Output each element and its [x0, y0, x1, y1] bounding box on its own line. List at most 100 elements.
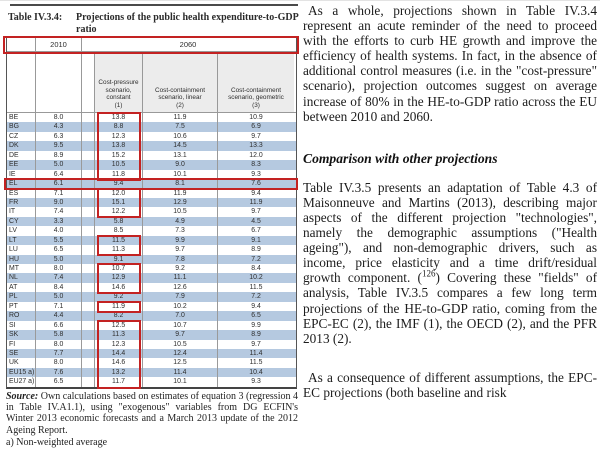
- table-row: EU15 a) 7.6 13.2 11.4 10.4: [7, 367, 296, 378]
- gap-cell: [81, 330, 94, 340]
- gap-cell: [81, 141, 94, 151]
- country-cell: EU27 a): [9, 378, 35, 386]
- gap-cell: [81, 226, 94, 236]
- table-row: NL 7.4 12.9 11.1 10.2: [7, 273, 296, 283]
- cell-2010: 4.3: [35, 122, 81, 132]
- cell-cost-pressure: 12.3: [94, 131, 142, 142]
- col-header-containment-geometric: Cost-containment scenario, geometric (3): [217, 52, 294, 112]
- source-label: Source:: [6, 391, 39, 402]
- gap-cell: [81, 207, 94, 217]
- table-row: PT 7.1 11.9 10.2 9.4: [7, 301, 296, 312]
- cell-containment-geometric: 11.9: [217, 197, 294, 208]
- gap-cell: [81, 169, 94, 180]
- gap-cell: [81, 273, 94, 283]
- table-row: PL 5.0 9.2 7.9 7.2: [7, 292, 296, 302]
- country-cell: NL: [9, 274, 18, 282]
- cell-containment-linear: 10.5: [142, 207, 217, 217]
- cell-containment-linear: 12.4: [142, 348, 217, 359]
- empty-2010-header: [35, 52, 81, 112]
- cell-containment-linear: 10.1: [142, 377, 217, 387]
- cell-2010: 6.5: [35, 377, 81, 387]
- cell-containment-geometric: 10.4: [217, 367, 294, 378]
- country-cell: FR: [9, 198, 19, 206]
- paragraph-3: As a consequence of different assumption…: [303, 369, 597, 400]
- gap-cell: [81, 358, 94, 368]
- cell-containment-geometric: 8.9: [217, 245, 294, 255]
- cell-containment-geometric: 4.5: [217, 216, 294, 227]
- cell-cost-pressure: 11.3: [94, 330, 142, 340]
- cell-containment-geometric: 9.4: [217, 301, 294, 312]
- cell-cost-pressure: 15.2: [94, 150, 142, 161]
- cell-containment-geometric: 13.3: [217, 141, 294, 151]
- table-row: LT 5.5 11.5 9.9 9.1: [7, 235, 296, 246]
- cell-2010: 5.8: [35, 330, 81, 340]
- country-cell: LT: [9, 236, 17, 244]
- table-row: ES 7.1 12.0 11.9 9.4: [7, 188, 296, 198]
- cell-2010: 9.5: [35, 141, 81, 151]
- projections-table: 2010 2060 Cost-pressure scenario, consta…: [3, 36, 299, 389]
- table-row: RO 4.4 8.2 7.0 6.5: [7, 311, 296, 321]
- gap-cell: [81, 160, 94, 170]
- country-cell: BG: [9, 123, 19, 131]
- cell-cost-pressure: 9.1: [94, 254, 142, 264]
- gap-cell: [81, 131, 94, 142]
- cell-containment-linear: 9.9: [142, 235, 217, 246]
- cell-cost-pressure: 13.2: [94, 367, 142, 378]
- cell-containment-geometric: 6.7: [217, 226, 294, 236]
- table-row: DK 9.5 13.8 14.5 13.3: [7, 141, 296, 151]
- cell-containment-linear: 11.4: [142, 367, 217, 378]
- cell-cost-pressure: 12.5: [94, 320, 142, 331]
- cell-containment-linear: 7.9: [142, 292, 217, 302]
- cell-cost-pressure: 14.4: [94, 348, 142, 359]
- cell-cost-pressure: 11.9: [94, 301, 142, 312]
- cell-containment-linear: 11.1: [142, 273, 217, 283]
- year-header-row: 2010 2060: [7, 38, 296, 51]
- gap-cell: [81, 311, 94, 321]
- gap-cell: [81, 122, 94, 132]
- gap-cell: [81, 197, 94, 208]
- cell-cost-pressure: 8.5: [94, 226, 142, 236]
- cell-cost-pressure: 12.0: [94, 188, 142, 198]
- gap-cell: [81, 292, 94, 302]
- cell-cost-pressure: 12.3: [94, 339, 142, 349]
- country-cell: IT: [9, 208, 16, 216]
- cell-2010: 9.0: [35, 197, 81, 208]
- cell-containment-linear: 9.0: [142, 160, 217, 170]
- table-label: Table IV.3.4:: [8, 12, 63, 23]
- cell-containment-geometric: 7.2: [217, 254, 294, 264]
- year-2060-header: 2060: [81, 38, 294, 51]
- cell-2010: 7.1: [35, 301, 81, 312]
- cell-containment-linear: 7.3: [142, 226, 217, 236]
- cell-cost-pressure: 9.4: [94, 179, 142, 189]
- cell-2010: 8.0: [35, 113, 81, 123]
- cell-containment-geometric: 9.1: [217, 235, 294, 246]
- cell-containment-geometric: 9.7: [217, 339, 294, 349]
- cell-containment-linear: 12.5: [142, 358, 217, 368]
- table-row: CY 3.3 5.8 4.9 4.5: [7, 216, 296, 227]
- article-column: As a whole, projections shown in Table I…: [303, 3, 597, 451]
- cell-containment-linear: 9.2: [142, 264, 217, 274]
- country-cell: SK: [9, 331, 19, 339]
- table-row: FI 8.0 12.3 10.5 9.7: [7, 339, 296, 349]
- cell-containment-geometric: 8.9: [217, 330, 294, 340]
- cell-containment-geometric: 11.5: [217, 358, 294, 368]
- gap-cell: [81, 367, 94, 378]
- table-row: FR 9.0 15.1 12.9 11.9: [7, 197, 296, 208]
- country-cell: EU15 a): [9, 368, 35, 376]
- cell-containment-geometric: 7.6: [217, 179, 294, 189]
- cell-containment-linear: 10.1: [142, 169, 217, 180]
- table-row: EU27 a) 6.5 11.7 10.1 9.3: [7, 377, 296, 387]
- gap-cell: [81, 245, 94, 255]
- cell-2010: 8.0: [35, 264, 81, 274]
- country-cell: UK: [9, 359, 19, 367]
- cell-cost-pressure: 12.9: [94, 273, 142, 283]
- cell-cost-pressure: 10.5: [94, 160, 142, 170]
- cell-containment-geometric: 8.3: [217, 160, 294, 170]
- cell-containment-linear: 10.2: [142, 301, 217, 312]
- cell-2010: 5.5: [35, 235, 81, 246]
- gap-header: [81, 52, 94, 112]
- gap-cell: [81, 301, 94, 312]
- cell-cost-pressure: 13.8: [94, 141, 142, 151]
- cell-cost-pressure: 8.2: [94, 311, 142, 321]
- cell-containment-geometric: 7.2: [217, 292, 294, 302]
